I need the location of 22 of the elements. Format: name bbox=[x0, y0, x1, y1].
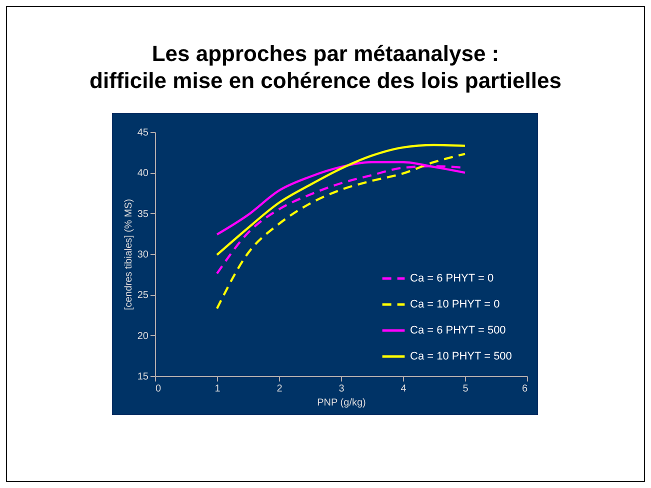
y-tick-label: 25 bbox=[137, 290, 149, 302]
legend-label: Ca = 10 PHYT = 500 bbox=[410, 350, 512, 362]
chart-title: Les approches par métaanalyse : difficile mise en cohérence des lois partielles bbox=[88, 40, 562, 94]
y-tick-label: 40 bbox=[137, 168, 149, 180]
x-tick-label: 3 bbox=[338, 384, 345, 394]
x-tick-label: 2 bbox=[276, 384, 283, 394]
legend-label: Ca = 6 PHYT = 0 bbox=[410, 272, 494, 284]
line-series bbox=[216, 144, 466, 256]
y-tick-label: 35 bbox=[137, 208, 149, 220]
x-axis-title: PNP (g/kg) bbox=[317, 398, 366, 408]
x-tick-label: 0 bbox=[156, 384, 162, 394]
y-tick-label: 30 bbox=[137, 250, 149, 260]
y-tick-label: 20 bbox=[137, 330, 149, 342]
x-tick-label: 6 bbox=[522, 384, 528, 394]
legend-label: Ca = 10 PHYT = 0 bbox=[410, 298, 500, 310]
y-tick-label: 15 bbox=[137, 372, 149, 382]
y-tick-label: 45 bbox=[137, 128, 149, 138]
legend-label: Ca = 6 PHYT = 500 bbox=[410, 324, 506, 336]
y-axis-title: [cendres tibiales] (% MS) bbox=[123, 198, 134, 310]
x-tick-label: 1 bbox=[214, 384, 221, 394]
x-tick-label: 5 bbox=[462, 384, 469, 394]
x-tick-label: 4 bbox=[400, 384, 407, 394]
